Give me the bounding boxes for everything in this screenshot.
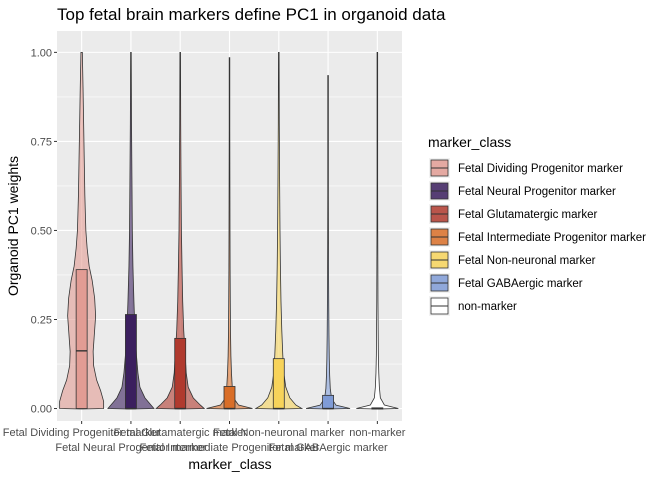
legend-label: Fetal Neural Progenitor marker	[458, 186, 616, 198]
y-tick-label: 0.25	[31, 314, 52, 326]
y-axis: 0.00 0.25 0.50 0.75 1.00	[31, 47, 57, 416]
x-axis: Fetal Dividing Progenitor marker Fetal Ne…	[3, 421, 406, 454]
x-axis-title: marker_class	[188, 456, 271, 472]
violins	[59, 51, 399, 410]
violin	[59, 51, 105, 410]
chart-title: Top fetal brain markers define PC1 in or…	[57, 5, 446, 24]
y-tick-label: 0.50	[31, 225, 52, 237]
box	[174, 337, 187, 409]
violin	[356, 51, 399, 410]
x-tick-label: Fetal Non-neuronal marker	[213, 427, 345, 439]
legend: marker_class Fetal Dividing Progenitor m…	[428, 134, 646, 316]
legend-label: Fetal GABAergic marker	[458, 278, 583, 290]
box	[223, 386, 236, 409]
violin	[206, 57, 253, 410]
violin	[107, 51, 155, 410]
legend-label: Fetal Dividing Progenitor marker	[458, 163, 623, 175]
violin	[305, 75, 351, 410]
boxes	[75, 269, 384, 410]
box	[322, 394, 334, 409]
box	[75, 269, 88, 409]
y-tick-label: 0.75	[31, 136, 52, 148]
x-tick-label: Fetal Glutamatergic marker	[114, 427, 248, 439]
x-tick-label: non-marker	[349, 427, 406, 439]
x-tick-label: Fetal Dividing Progenitor marker	[3, 427, 161, 439]
box	[272, 358, 285, 409]
legend-label: Fetal Non-neuronal marker	[458, 255, 596, 267]
y-axis-title: Organoid PC1 weights	[5, 156, 21, 296]
violin	[155, 51, 206, 410]
legend-title: marker_class	[428, 134, 511, 150]
legend-label: non-marker	[458, 301, 517, 313]
x-tick-label: Fetal GABAergic marker	[268, 442, 388, 454]
y-tick-label: 1.00	[31, 47, 52, 59]
x-tick-label: Fetal Neural Progenitor marker	[55, 442, 206, 454]
box	[125, 314, 137, 409]
legend-label: Fetal Intermediate Progenitor marker	[458, 232, 646, 244]
legend-label: Fetal Glutamatergic marker	[458, 209, 597, 221]
y-tick-label: 0.00	[31, 404, 52, 416]
x-tick-label: Fetal Intermediate Progenitor marker	[140, 442, 320, 454]
